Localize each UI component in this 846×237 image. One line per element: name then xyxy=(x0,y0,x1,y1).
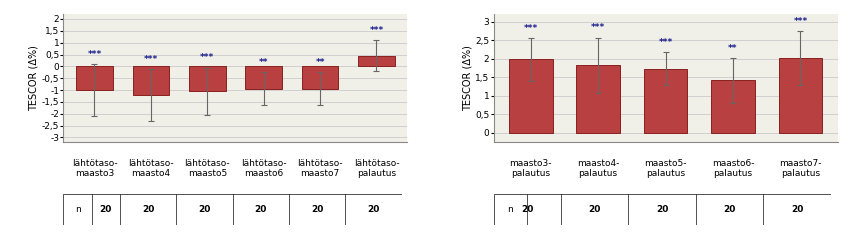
Text: 20: 20 xyxy=(791,205,803,214)
Bar xyxy=(358,56,395,66)
Text: 20: 20 xyxy=(723,205,736,214)
Text: **: ** xyxy=(728,44,738,53)
Text: lähtötaso-
palautus: lähtötaso- palautus xyxy=(354,159,399,178)
Bar xyxy=(711,80,755,133)
Text: lähtötaso-
maasto6: lähtötaso- maasto6 xyxy=(241,159,287,178)
Text: 20: 20 xyxy=(656,205,668,214)
Text: 20: 20 xyxy=(521,205,534,214)
Bar xyxy=(778,58,822,133)
Bar xyxy=(508,59,552,133)
Text: maasto3-
palautus: maasto3- palautus xyxy=(509,159,552,178)
Text: 20: 20 xyxy=(255,205,267,214)
Y-axis label: TESCOR (Δ%): TESCOR (Δ%) xyxy=(29,45,39,111)
Text: ***: *** xyxy=(794,17,808,26)
Bar xyxy=(245,66,282,89)
Text: **: ** xyxy=(316,58,325,67)
Text: 20: 20 xyxy=(142,205,154,214)
Text: ***: *** xyxy=(370,26,383,35)
Bar xyxy=(76,66,113,90)
Bar xyxy=(189,66,226,91)
Text: 20: 20 xyxy=(589,205,601,214)
Text: maasto4-
palautus: maasto4- palautus xyxy=(577,159,619,178)
Text: lähtötaso-
maasto5: lähtötaso- maasto5 xyxy=(184,159,230,178)
Text: maasto5-
palautus: maasto5- palautus xyxy=(645,159,687,178)
Text: ***: *** xyxy=(144,55,158,64)
Text: lähtötaso-
maasto7: lähtötaso- maasto7 xyxy=(297,159,343,178)
Text: maasto6-
palautus: maasto6- palautus xyxy=(711,159,755,178)
Text: 20: 20 xyxy=(367,205,380,214)
Text: lähtötaso-
maasto4: lähtötaso- maasto4 xyxy=(128,159,173,178)
Text: 20: 20 xyxy=(100,205,112,214)
Text: lähtötaso-
maasto3: lähtötaso- maasto3 xyxy=(72,159,118,178)
Text: ***: *** xyxy=(524,24,538,33)
Bar xyxy=(302,66,338,89)
Text: 20: 20 xyxy=(198,205,211,214)
Bar xyxy=(133,66,169,95)
Text: ***: *** xyxy=(201,53,214,62)
Y-axis label: TESCOR (Δ%): TESCOR (Δ%) xyxy=(462,45,472,111)
Text: maasto7-
palautus: maasto7- palautus xyxy=(779,159,821,178)
Text: n: n xyxy=(74,205,80,214)
Text: n: n xyxy=(508,205,514,214)
Bar xyxy=(576,65,620,133)
Text: **: ** xyxy=(259,58,268,67)
Text: ***: *** xyxy=(591,23,605,32)
Text: 20: 20 xyxy=(311,205,323,214)
Text: ***: *** xyxy=(87,50,102,59)
Bar xyxy=(644,69,688,133)
Text: ***: *** xyxy=(658,38,673,47)
